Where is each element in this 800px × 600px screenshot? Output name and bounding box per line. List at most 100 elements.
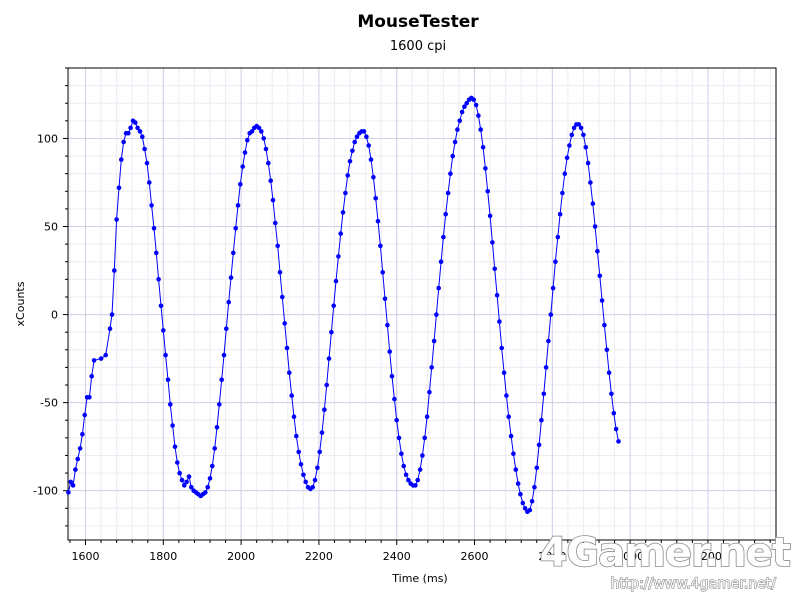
data-point xyxy=(233,226,238,231)
data-point xyxy=(187,474,192,479)
x-tick-label: 2400 xyxy=(383,550,411,563)
data-point xyxy=(553,259,558,264)
data-point xyxy=(119,157,124,162)
data-point xyxy=(481,145,486,150)
data-point xyxy=(170,423,175,428)
data-point xyxy=(236,203,241,208)
x-tick-label: 1600 xyxy=(72,550,100,563)
y-tick-label: 0 xyxy=(51,309,58,322)
data-point xyxy=(567,143,572,148)
data-point xyxy=(537,443,542,448)
x-tick-label: 1800 xyxy=(149,550,177,563)
data-point xyxy=(203,490,208,495)
data-point xyxy=(521,501,526,506)
data-point xyxy=(121,140,126,145)
data-point xyxy=(373,196,378,201)
data-point xyxy=(432,339,437,344)
data-point xyxy=(378,244,383,249)
watermark-url: http://www.4gamer.net/ xyxy=(610,576,776,592)
data-point xyxy=(401,464,406,469)
data-point xyxy=(570,133,575,138)
data-point xyxy=(460,110,465,115)
data-point xyxy=(413,483,418,488)
data-point xyxy=(133,120,138,125)
y-tick-label: 50 xyxy=(44,221,58,234)
data-point xyxy=(140,134,145,139)
data-point xyxy=(331,304,336,309)
data-point xyxy=(528,508,533,513)
data-point xyxy=(539,418,544,423)
data-point xyxy=(542,392,547,397)
data-point xyxy=(215,425,220,430)
data-point xyxy=(436,286,441,291)
data-point xyxy=(315,466,320,471)
data-point xyxy=(366,143,371,148)
data-point xyxy=(273,221,278,226)
data-point xyxy=(385,323,390,328)
data-point xyxy=(518,492,523,497)
data-point xyxy=(350,149,355,154)
data-point xyxy=(289,393,294,398)
data-point xyxy=(154,251,159,256)
data-point xyxy=(92,358,97,363)
data-point xyxy=(275,244,280,249)
data-point xyxy=(404,473,409,478)
data-point xyxy=(317,450,322,455)
data-point xyxy=(598,274,603,279)
data-point xyxy=(229,275,234,280)
data-point xyxy=(532,485,537,490)
data-point xyxy=(343,191,348,196)
data-point xyxy=(338,231,343,236)
data-point xyxy=(579,126,584,131)
data-point xyxy=(600,298,605,303)
data-point xyxy=(78,446,83,451)
data-point xyxy=(448,171,453,176)
data-point xyxy=(71,483,76,488)
data-point xyxy=(497,319,502,324)
data-point xyxy=(320,430,325,435)
data-point xyxy=(509,434,514,439)
data-point xyxy=(303,480,308,485)
data-point xyxy=(177,471,182,476)
data-point xyxy=(231,251,236,256)
data-point xyxy=(180,478,185,483)
data-point xyxy=(369,157,374,162)
data-series xyxy=(66,96,621,514)
data-point xyxy=(245,138,250,143)
data-point xyxy=(149,203,154,208)
data-point xyxy=(87,395,92,400)
data-point xyxy=(485,189,490,194)
data-point xyxy=(362,129,367,134)
data-point xyxy=(530,499,535,504)
data-point xyxy=(453,140,458,145)
data-point xyxy=(222,353,227,358)
data-point xyxy=(376,219,381,224)
data-point xyxy=(313,478,318,483)
data-point xyxy=(110,312,115,317)
data-point xyxy=(268,178,273,183)
data-point xyxy=(495,293,500,298)
data-point xyxy=(166,377,171,382)
data-point xyxy=(443,212,448,217)
data-point xyxy=(168,402,173,407)
data-point xyxy=(310,485,315,490)
data-point xyxy=(322,407,327,412)
data-point xyxy=(535,466,540,471)
series-line xyxy=(68,98,618,512)
data-point xyxy=(296,450,301,455)
data-point xyxy=(563,171,568,176)
data-point xyxy=(152,226,157,231)
data-point xyxy=(212,446,217,451)
data-point xyxy=(301,473,306,478)
data-point xyxy=(147,180,152,185)
data-point xyxy=(471,97,476,102)
data-point xyxy=(334,279,339,284)
data-point xyxy=(455,127,460,132)
data-point xyxy=(551,286,556,291)
y-axis-tick-labels: -100-50050100 xyxy=(33,132,58,497)
chart-subtitle: 1600 cpi xyxy=(390,39,446,54)
data-point xyxy=(511,451,516,456)
data-point xyxy=(446,191,451,196)
data-point xyxy=(558,212,563,217)
data-point xyxy=(605,348,610,353)
